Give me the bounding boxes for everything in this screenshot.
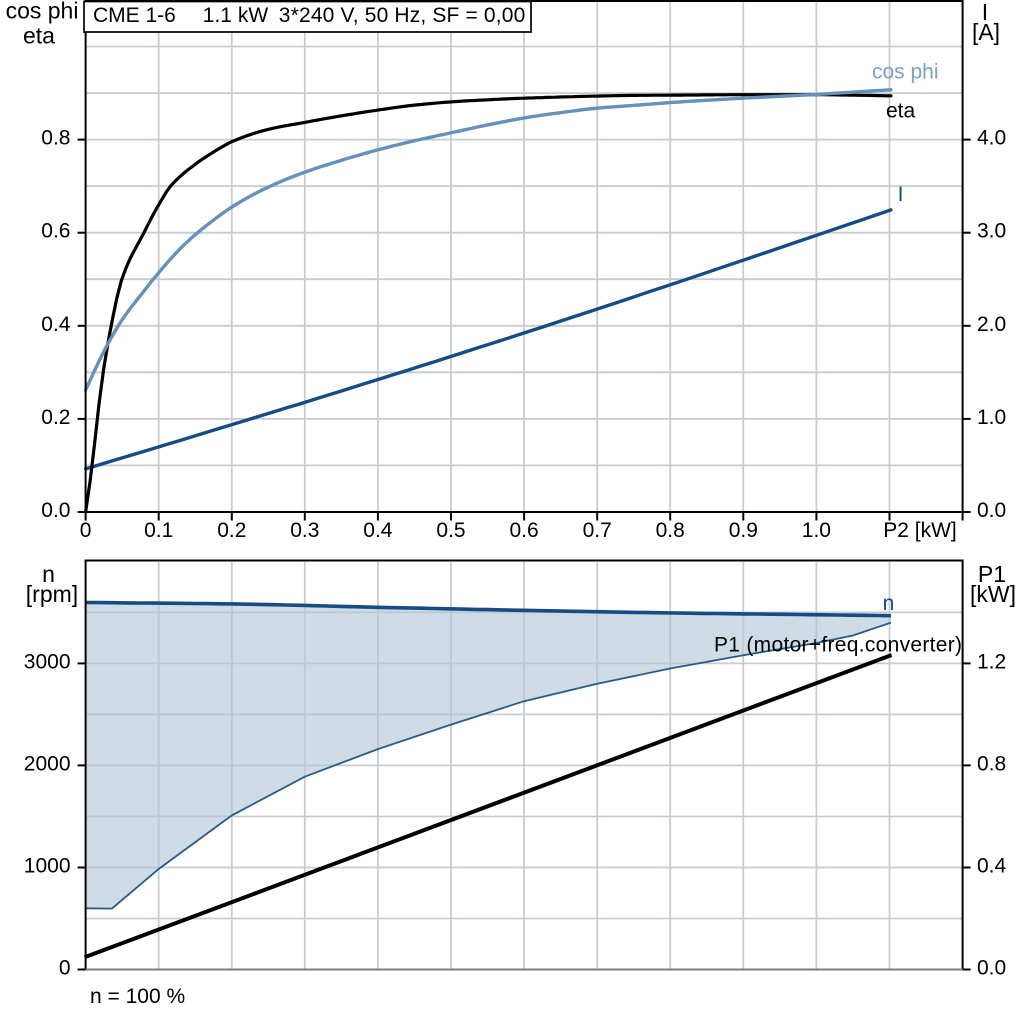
svg-text:I: I bbox=[898, 183, 904, 206]
svg-text:eta: eta bbox=[23, 23, 55, 49]
svg-text:0.0: 0.0 bbox=[977, 499, 1006, 522]
svg-text:3*240 V, 50 Hz, SF = 0,00: 3*240 V, 50 Hz, SF = 0,00 bbox=[279, 4, 526, 27]
svg-text:1000: 1000 bbox=[24, 855, 71, 878]
svg-text:1.0: 1.0 bbox=[977, 406, 1006, 429]
svg-text:0.9: 0.9 bbox=[729, 519, 758, 542]
svg-text:P2 [kW]: P2 [kW] bbox=[883, 519, 957, 542]
svg-text:0: 0 bbox=[80, 519, 92, 542]
svg-text:3.0: 3.0 bbox=[977, 220, 1006, 243]
svg-text:0.0: 0.0 bbox=[41, 499, 70, 522]
svg-text:0.7: 0.7 bbox=[583, 519, 612, 542]
svg-text:P1 (motor+freq.converter): P1 (motor+freq.converter) bbox=[714, 634, 962, 657]
svg-text:1.2: 1.2 bbox=[977, 650, 1006, 673]
svg-text:cos phi: cos phi bbox=[872, 61, 939, 84]
svg-text:n: n bbox=[42, 561, 55, 587]
svg-text:0.3: 0.3 bbox=[290, 519, 319, 542]
svg-text:0.5: 0.5 bbox=[436, 519, 465, 542]
svg-text:1.0: 1.0 bbox=[802, 519, 831, 542]
svg-text:0.6: 0.6 bbox=[41, 220, 70, 243]
svg-text:3000: 3000 bbox=[24, 650, 71, 673]
svg-text:[kW]: [kW] bbox=[970, 581, 1016, 607]
svg-text:CME 1-6: CME 1-6 bbox=[93, 4, 176, 27]
svg-text:eta: eta bbox=[886, 99, 916, 122]
svg-text:n: n bbox=[883, 592, 895, 615]
svg-text:P1: P1 bbox=[978, 561, 1006, 587]
svg-text:2.0: 2.0 bbox=[977, 313, 1006, 336]
svg-text:2000: 2000 bbox=[24, 752, 71, 775]
svg-text:0.4: 0.4 bbox=[977, 855, 1007, 878]
svg-text:0.4: 0.4 bbox=[363, 519, 393, 542]
svg-text:0: 0 bbox=[59, 957, 71, 980]
svg-text:4.0: 4.0 bbox=[977, 127, 1006, 150]
svg-text:n = 100 %: n = 100 % bbox=[90, 985, 185, 1008]
svg-text:0.8: 0.8 bbox=[977, 752, 1006, 775]
svg-text:cos phi: cos phi bbox=[6, 0, 79, 24]
svg-text:0.4: 0.4 bbox=[41, 313, 71, 336]
svg-text:0.6: 0.6 bbox=[509, 519, 538, 542]
svg-text:0.1: 0.1 bbox=[144, 519, 173, 542]
svg-text:[A]: [A] bbox=[972, 19, 1000, 45]
svg-text:0.2: 0.2 bbox=[41, 406, 70, 429]
svg-text:0.0: 0.0 bbox=[977, 957, 1006, 980]
svg-text:[rpm]: [rpm] bbox=[26, 581, 78, 607]
svg-text:0.8: 0.8 bbox=[656, 519, 685, 542]
svg-text:0.8: 0.8 bbox=[41, 127, 70, 150]
svg-text:0.2: 0.2 bbox=[217, 519, 246, 542]
svg-text:I: I bbox=[982, 0, 988, 25]
svg-text:1.1 kW: 1.1 kW bbox=[203, 4, 269, 27]
